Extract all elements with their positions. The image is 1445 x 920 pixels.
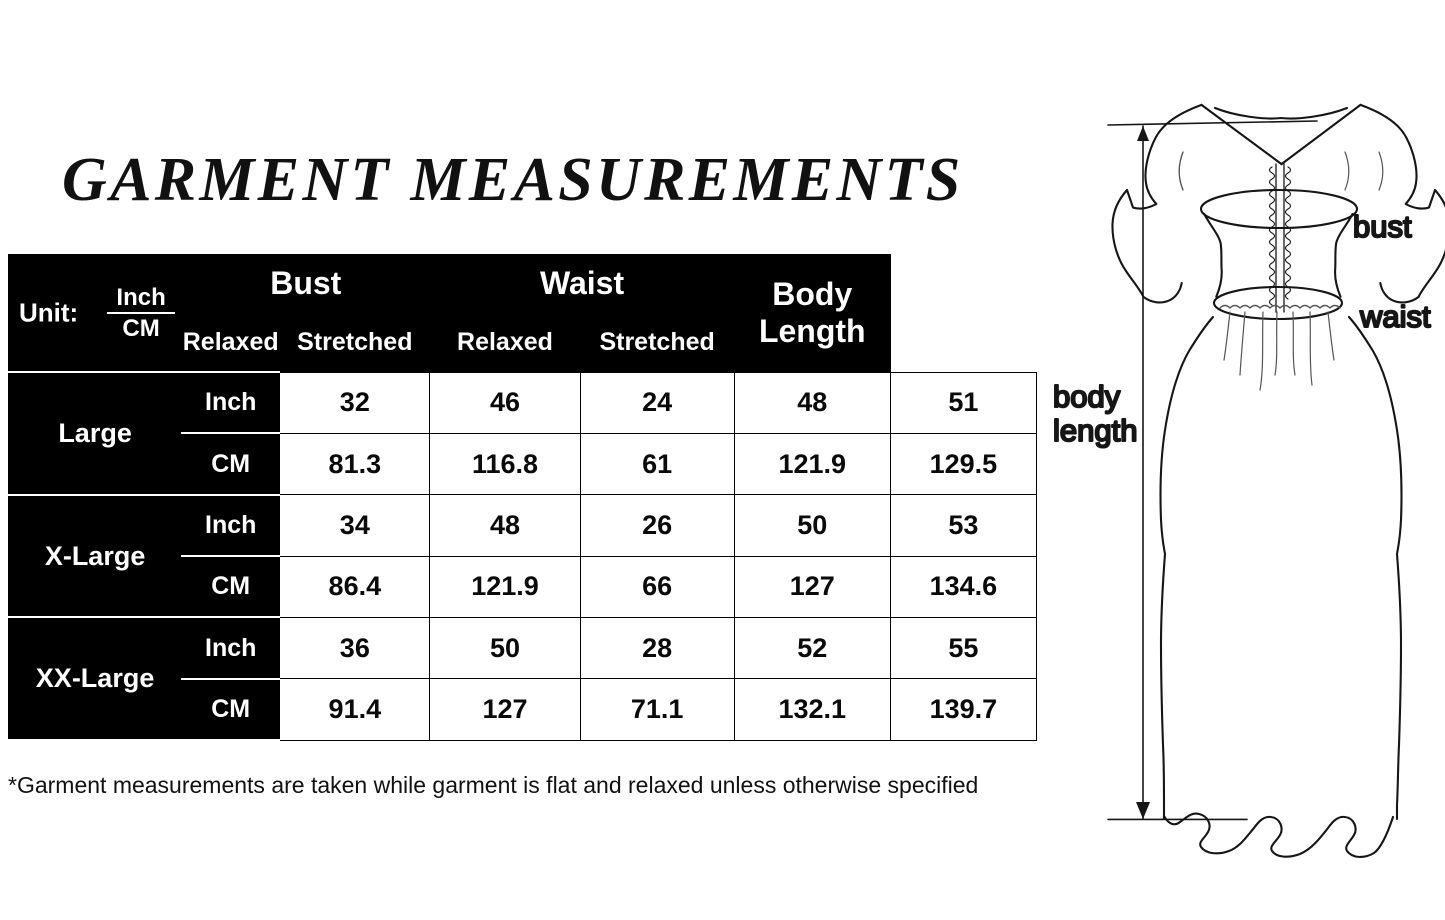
svg-text:body: body bbox=[1053, 379, 1121, 414]
svg-text:bust: bust bbox=[1353, 209, 1412, 244]
svg-text:waist: waist bbox=[1359, 299, 1431, 334]
svg-text:length: length bbox=[1053, 413, 1137, 448]
